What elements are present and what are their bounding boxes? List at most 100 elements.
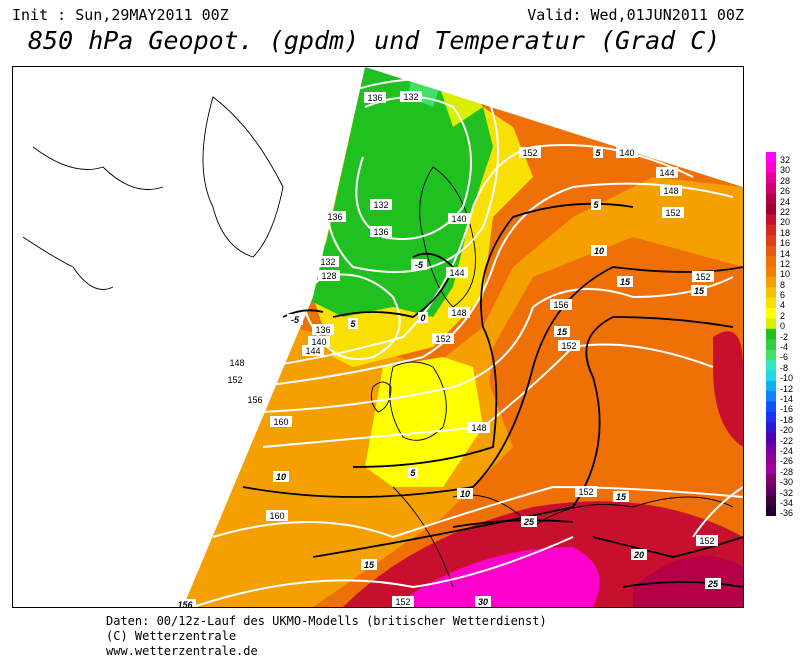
svg-text:15: 15 [694, 286, 705, 296]
color-scale-label: -34 [780, 497, 794, 508]
temperature-label: 15 [554, 326, 570, 337]
color-scale-label: 4 [780, 300, 786, 311]
svg-text:148: 148 [229, 358, 244, 368]
geopotential-label: 148 [448, 307, 470, 318]
geopotential-label: 144 [446, 267, 468, 278]
color-scale-segment [766, 193, 776, 205]
temperature-label: 10 [457, 488, 473, 499]
svg-text:152: 152 [695, 272, 710, 282]
geopotential-label: 136 [324, 211, 346, 222]
geopotential-label: 152 [432, 333, 454, 344]
color-scale-segment [766, 453, 776, 465]
color-scale-segment [766, 276, 776, 288]
color-scale-segment [766, 308, 776, 319]
geopotential-label: 140 [308, 336, 330, 347]
color-scale-label: 12 [780, 258, 791, 269]
geopotential-label: 152 [392, 596, 414, 607]
svg-text:-5: -5 [415, 260, 424, 270]
svg-text:136: 136 [367, 93, 382, 103]
color-scale-segment [766, 412, 776, 423]
color-scale-segment [766, 495, 776, 507]
svg-text:132: 132 [373, 200, 388, 210]
valid-time: Valid: Wed,01JUN2011 00Z [527, 6, 744, 24]
color-scale-segment [766, 256, 776, 267]
temperature-label: 15 [617, 276, 633, 287]
svg-text:25: 25 [707, 579, 719, 589]
geopotential-label: 152 [558, 340, 580, 351]
svg-text:136: 136 [327, 212, 342, 222]
color-scale-labels: 32 30 28 26 24 22 20 18 16 14 12 10 8 6 4 2 0 -2 -4 -6 -8 -10… [780, 155, 794, 520]
footer: Daten: 00/12z-Lauf des UKMO-Modells (bri… [106, 614, 547, 659]
geopotential-contours [192, 78, 743, 607]
geopotential-label: 148 [226, 357, 248, 368]
temperature-label: 20 [631, 549, 647, 560]
geopotential-label: 144 [302, 345, 324, 356]
geopotential-label: 152 [575, 486, 597, 497]
weather-map: 136 132 152 140 144 148 152 136 132 136 140 132 128 1… [12, 66, 744, 608]
footer-url: www.wetterzentrale.de [106, 644, 258, 658]
color-scale-label: -20 [780, 425, 794, 436]
color-scale-segment [766, 360, 776, 371]
color-scale-label: 26 [780, 186, 791, 197]
color-scale-label: -16 [780, 404, 794, 415]
svg-text:5: 5 [410, 468, 416, 478]
color-scale-label: 24 [780, 196, 791, 207]
color-scale-label: 28 [780, 175, 791, 186]
temperature-label: -5 [287, 314, 303, 325]
svg-text:152: 152 [395, 597, 410, 607]
color-scale-segment [766, 391, 776, 403]
geopotential-label: 140 [448, 213, 470, 224]
svg-text:10: 10 [594, 246, 604, 256]
svg-text:160: 160 [273, 417, 288, 427]
color-scale-segment [766, 474, 776, 486]
temperature-contours [242, 202, 743, 588]
color-scale-label: 22 [780, 206, 791, 217]
svg-text:144: 144 [449, 268, 464, 278]
color-scale-label: 6 [780, 290, 786, 301]
color-scale-label: -32 [780, 487, 794, 498]
color-scale-label: 0 [780, 321, 786, 332]
color-scale-segment [766, 297, 776, 309]
color-scale-label: -14 [780, 393, 794, 404]
svg-text:144: 144 [659, 168, 674, 178]
temperature-label: 5 [593, 147, 603, 158]
temperature-label: 5 [348, 318, 358, 329]
geopotential-label: 156 [244, 394, 266, 405]
svg-text:152: 152 [699, 536, 714, 546]
temperature-label: 5 [408, 467, 418, 478]
svg-text:5: 5 [593, 200, 599, 210]
init-time: Init : Sun,29MAY2011 00Z [12, 6, 229, 24]
temperature-labels: 5 5 10 15 15 15 -5 0 -5 5 5 10 10 15 20 25 15 25 30 156 [174, 147, 721, 607]
svg-text:140: 140 [619, 148, 634, 158]
geopotential-label: 140 [616, 147, 638, 158]
color-scale-label: -24 [780, 445, 794, 456]
geopotential-label: 148 [468, 422, 490, 433]
temperature-label: 25 [705, 578, 721, 589]
color-scale-segment [766, 245, 776, 257]
temperature-label: -5 [411, 259, 427, 270]
svg-text:5: 5 [595, 148, 601, 158]
geopotential-label: 152 [696, 535, 718, 546]
svg-text:156: 156 [177, 600, 193, 607]
svg-text:148: 148 [471, 423, 486, 433]
color-scale-segment [766, 152, 776, 163]
svg-text:15: 15 [616, 492, 627, 502]
svg-text:152: 152 [561, 341, 576, 351]
color-scale-segment [766, 464, 776, 475]
svg-text:25: 25 [523, 517, 535, 527]
temperature-label: 15 [691, 285, 707, 296]
geopotential-label: 132 [370, 199, 392, 210]
color-scale-segment [766, 224, 776, 236]
svg-text:152: 152 [227, 375, 242, 385]
color-scale-segment [766, 349, 776, 361]
color-scale-label: -28 [780, 466, 794, 477]
svg-text:20: 20 [633, 550, 644, 560]
color-scale-label: -10 [780, 373, 794, 384]
temperature-label: 10 [591, 245, 607, 256]
color-scale-label: -2 [780, 331, 789, 342]
color-scale-segment [766, 204, 776, 215]
color-scale-segment [766, 422, 776, 434]
color-scale-segment [766, 287, 776, 299]
svg-text:140: 140 [451, 214, 466, 224]
